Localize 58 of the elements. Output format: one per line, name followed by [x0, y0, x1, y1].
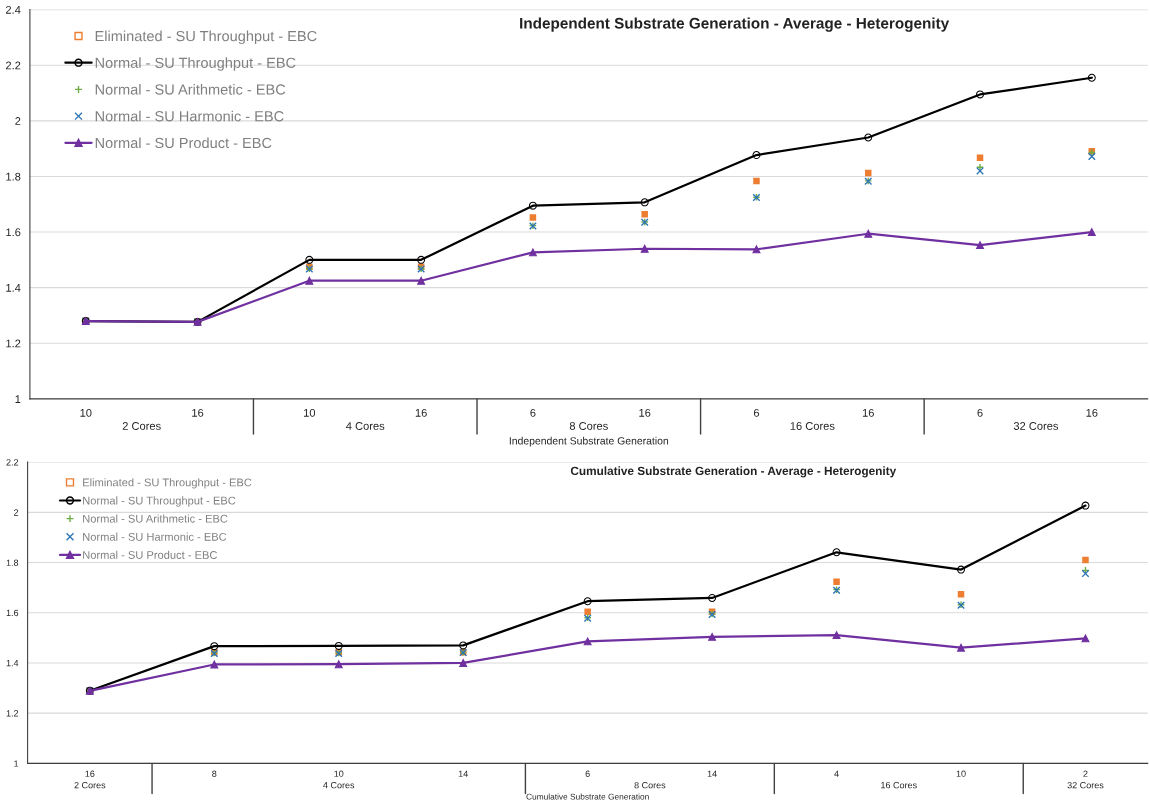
x-tick-label: 16 [862, 408, 874, 417]
legend-label: Normal - SU Throughput - EBC [95, 57, 296, 71]
x-tick-label: 14 [707, 770, 717, 777]
chart-title: Independent Substrate Generation - Average - Heterogenity [520, 17, 950, 32]
y-tick-label: 2 [14, 509, 19, 516]
legend-label: Normal - SU Arithmetic - EBC [83, 514, 228, 523]
text: 32 Cores [1013, 422, 1059, 430]
y-tick-label: 1.6 [6, 228, 21, 237]
x-tick-label: 4 [834, 770, 839, 777]
y-tick-label: 2.2 [6, 459, 19, 466]
x-tick-label: 8 [212, 770, 217, 777]
y-tick-label: 1.2 [6, 339, 21, 348]
y-tick-label: 2.2 [5, 61, 21, 70]
text: 2 Cores [122, 422, 161, 430]
chart-title: Cumulative Substrate Generation - Average - Heterogenity [570, 466, 897, 478]
y-tick-label: 1 [14, 760, 19, 767]
x-tick-label: 10 [956, 770, 966, 777]
legend-label: Normal - SU Harmonic - EBC [95, 110, 284, 122]
x-axis-title: Cumulative Substrate Generation [526, 793, 649, 800]
legend-label: Normal - SU Harmonic - EBC [83, 532, 227, 541]
text: 2 Cores [74, 781, 106, 789]
y-tick-label: 1.6 [6, 609, 19, 617]
x-tick-label: 16 [1086, 408, 1098, 417]
y-tick-label: 1.8 [6, 559, 19, 566]
y-tick-label: 1.2 [6, 710, 19, 717]
legend-label: Normal - SU Product - EBC [95, 137, 272, 149]
x-tick-label: 14 [458, 770, 468, 777]
text: 4 Cores [346, 422, 385, 430]
legend-label: Normal - SU Arithmetic - EBC [95, 83, 286, 95]
text: 16 Cores [881, 781, 917, 789]
x-tick-label: 6 [753, 408, 760, 417]
y-tick-label: 1.8 [6, 172, 21, 181]
legend-label: Normal - SU Product - EBC [83, 550, 218, 559]
y-tick-label: 1.4 [6, 284, 21, 292]
legend-label: Normal - SU Throughput - EBC [83, 496, 236, 507]
x-axis-title: Independent Substrate Generation [509, 436, 669, 447]
y-tick-label: 1 [15, 395, 21, 403]
legend-label: Eliminated - SU Throughput - EBC [95, 30, 317, 45]
text: 8 Cores [634, 781, 666, 789]
x-tick-label: 16 [85, 770, 95, 777]
x-tick-label: 16 [639, 408, 651, 417]
legend-label: Eliminated - SU Throughput - EBC [83, 478, 252, 489]
y-tick-label: 2 [15, 117, 21, 125]
y-tick-label: 2.4 [5, 5, 21, 14]
x-tick-label: 10 [304, 408, 316, 417]
x-tick-label: 16 [192, 408, 204, 417]
text: 16 Cores [790, 422, 835, 430]
text: 8 Cores [569, 422, 608, 430]
x-tick-label: 10 [80, 408, 92, 417]
text: 32 Cores [1067, 781, 1104, 789]
y-tick-label: 1.4 [6, 660, 19, 667]
x-tick-label: 2 [1083, 770, 1088, 777]
x-tick-label: 16 [415, 408, 427, 417]
x-tick-label: 6 [585, 770, 590, 777]
text: 4 Cores [323, 781, 355, 789]
x-tick-label: 6 [530, 408, 536, 417]
x-tick-label: 6 [977, 408, 983, 417]
x-tick-label: 10 [334, 770, 344, 777]
